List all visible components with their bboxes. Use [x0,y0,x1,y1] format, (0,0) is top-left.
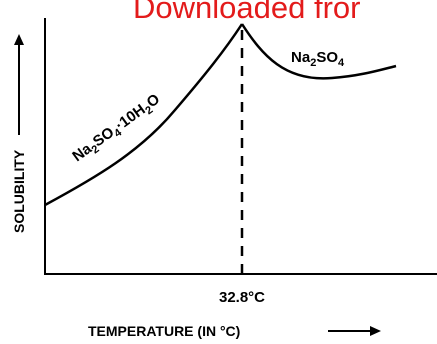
watermark-text: Downloaded fror [133,0,361,25]
y-axis-label: SOLUBILITY [11,149,27,233]
x-axis-arrow-icon [328,326,381,336]
y-axis-arrow-icon [14,34,24,135]
series-label-decahydrate: Na2SO4·10H2O [69,90,165,167]
x-tick-label: 32.8°C [219,289,265,306]
curve-anhydrous [240,23,397,80]
x-axis-label: TEMPERATURE (IN °C) [88,323,240,339]
curve-decahydrate [44,23,244,207]
series-label-anhydrous: Na2SO4 [291,49,345,69]
